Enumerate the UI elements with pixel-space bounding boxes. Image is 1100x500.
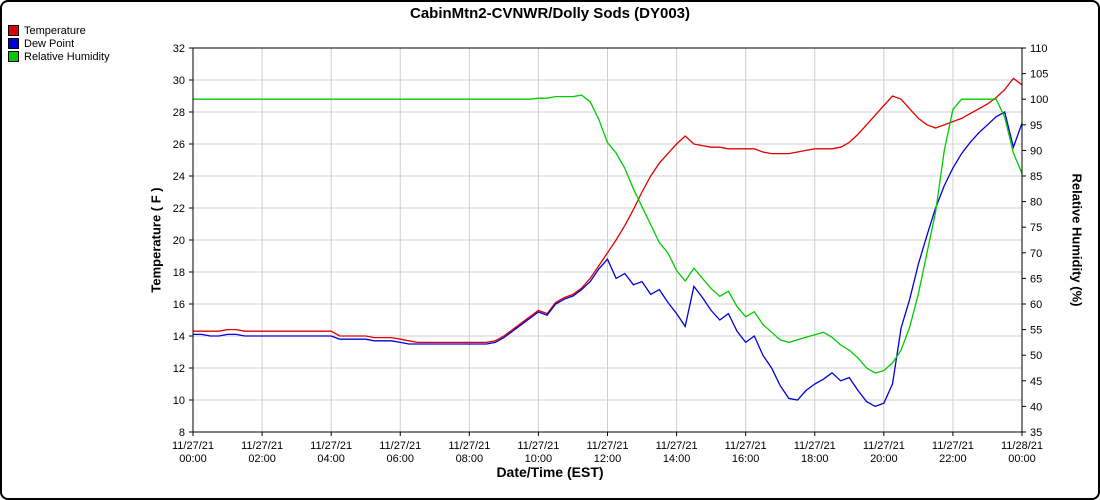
relative-humidity-swatch-icon	[8, 51, 19, 62]
svg-text:02:00: 02:00	[248, 453, 276, 465]
svg-text:16: 16	[173, 299, 185, 311]
svg-text:24: 24	[173, 171, 185, 183]
svg-text:12: 12	[173, 363, 185, 375]
svg-text:11/27/21: 11/27/21	[725, 440, 767, 452]
svg-text:85: 85	[1030, 171, 1042, 183]
svg-text:11/27/21: 11/27/21	[794, 440, 836, 452]
svg-text:08:00: 08:00	[456, 453, 484, 465]
svg-text:22:00: 22:00	[939, 453, 967, 465]
svg-text:100: 100	[1030, 94, 1048, 106]
svg-text:12:00: 12:00	[594, 453, 622, 465]
svg-text:14:00: 14:00	[663, 453, 691, 465]
x-axis-title: Date/Time (EST)	[496, 464, 604, 480]
svg-text:10:00: 10:00	[525, 453, 553, 465]
svg-text:11/27/21: 11/27/21	[863, 440, 905, 452]
svg-text:22: 22	[173, 203, 185, 215]
svg-text:11/28/21: 11/28/21	[1001, 440, 1043, 452]
svg-text:11/27/21: 11/27/21	[932, 440, 974, 452]
legend-item-dew-point: Dew Point	[8, 37, 110, 50]
svg-text:95: 95	[1030, 120, 1042, 132]
svg-text:55: 55	[1030, 325, 1042, 337]
svg-text:60: 60	[1030, 299, 1042, 311]
svg-text:40: 40	[1030, 401, 1042, 413]
svg-text:11/27/21: 11/27/21	[241, 440, 283, 452]
svg-text:18:00: 18:00	[801, 453, 829, 465]
svg-text:11/27/21: 11/27/21	[379, 440, 421, 452]
svg-text:32: 32	[173, 43, 185, 55]
svg-text:90: 90	[1030, 145, 1042, 157]
svg-text:8: 8	[179, 427, 185, 439]
svg-text:00:00: 00:00	[1008, 453, 1036, 465]
legend-item-temperature: Temperature	[8, 24, 110, 37]
svg-text:28: 28	[173, 107, 185, 119]
legend-item-relative-humidity: Relative Humidity	[8, 50, 110, 63]
legend-label-relative-humidity: Relative Humidity	[24, 50, 110, 63]
svg-text:80: 80	[1030, 197, 1042, 209]
svg-text:14: 14	[173, 331, 185, 343]
dew-point-swatch-icon	[8, 38, 19, 49]
svg-text:10: 10	[173, 395, 185, 407]
svg-text:00:00: 00:00	[179, 453, 207, 465]
svg-text:16:00: 16:00	[732, 453, 760, 465]
chart-title: CabinMtn2-CVNWR/Dolly Sods (DY003)	[409, 5, 691, 22]
svg-text:04:00: 04:00	[317, 453, 345, 465]
svg-text:06:00: 06:00	[386, 453, 414, 465]
legend-label-temperature: Temperature	[24, 24, 86, 37]
svg-text:35: 35	[1030, 427, 1042, 439]
svg-text:65: 65	[1030, 273, 1042, 285]
svg-text:26: 26	[173, 139, 185, 151]
svg-text:11/27/21: 11/27/21	[517, 440, 559, 452]
svg-text:11/27/21: 11/27/21	[172, 440, 214, 452]
svg-text:50: 50	[1030, 350, 1042, 362]
svg-text:30: 30	[173, 75, 185, 87]
svg-text:70: 70	[1030, 248, 1042, 260]
legend: Temperature Dew Point Relative Humidity	[8, 24, 110, 63]
svg-text:11/27/21: 11/27/21	[448, 440, 490, 452]
svg-text:11/27/21: 11/27/21	[656, 440, 698, 452]
svg-text:110: 110	[1030, 43, 1048, 55]
svg-text:105: 105	[1030, 69, 1048, 81]
svg-text:18: 18	[173, 267, 185, 279]
temperature-swatch-icon	[8, 25, 19, 36]
legend-label-dew-point: Dew Point	[24, 37, 75, 50]
svg-text:45: 45	[1030, 376, 1042, 388]
svg-text:20:00: 20:00	[870, 453, 898, 465]
svg-text:11/27/21: 11/27/21	[586, 440, 628, 452]
svg-text:11/27/21: 11/27/21	[310, 440, 352, 452]
svg-text:20: 20	[173, 235, 185, 247]
svg-text:75: 75	[1030, 222, 1042, 234]
